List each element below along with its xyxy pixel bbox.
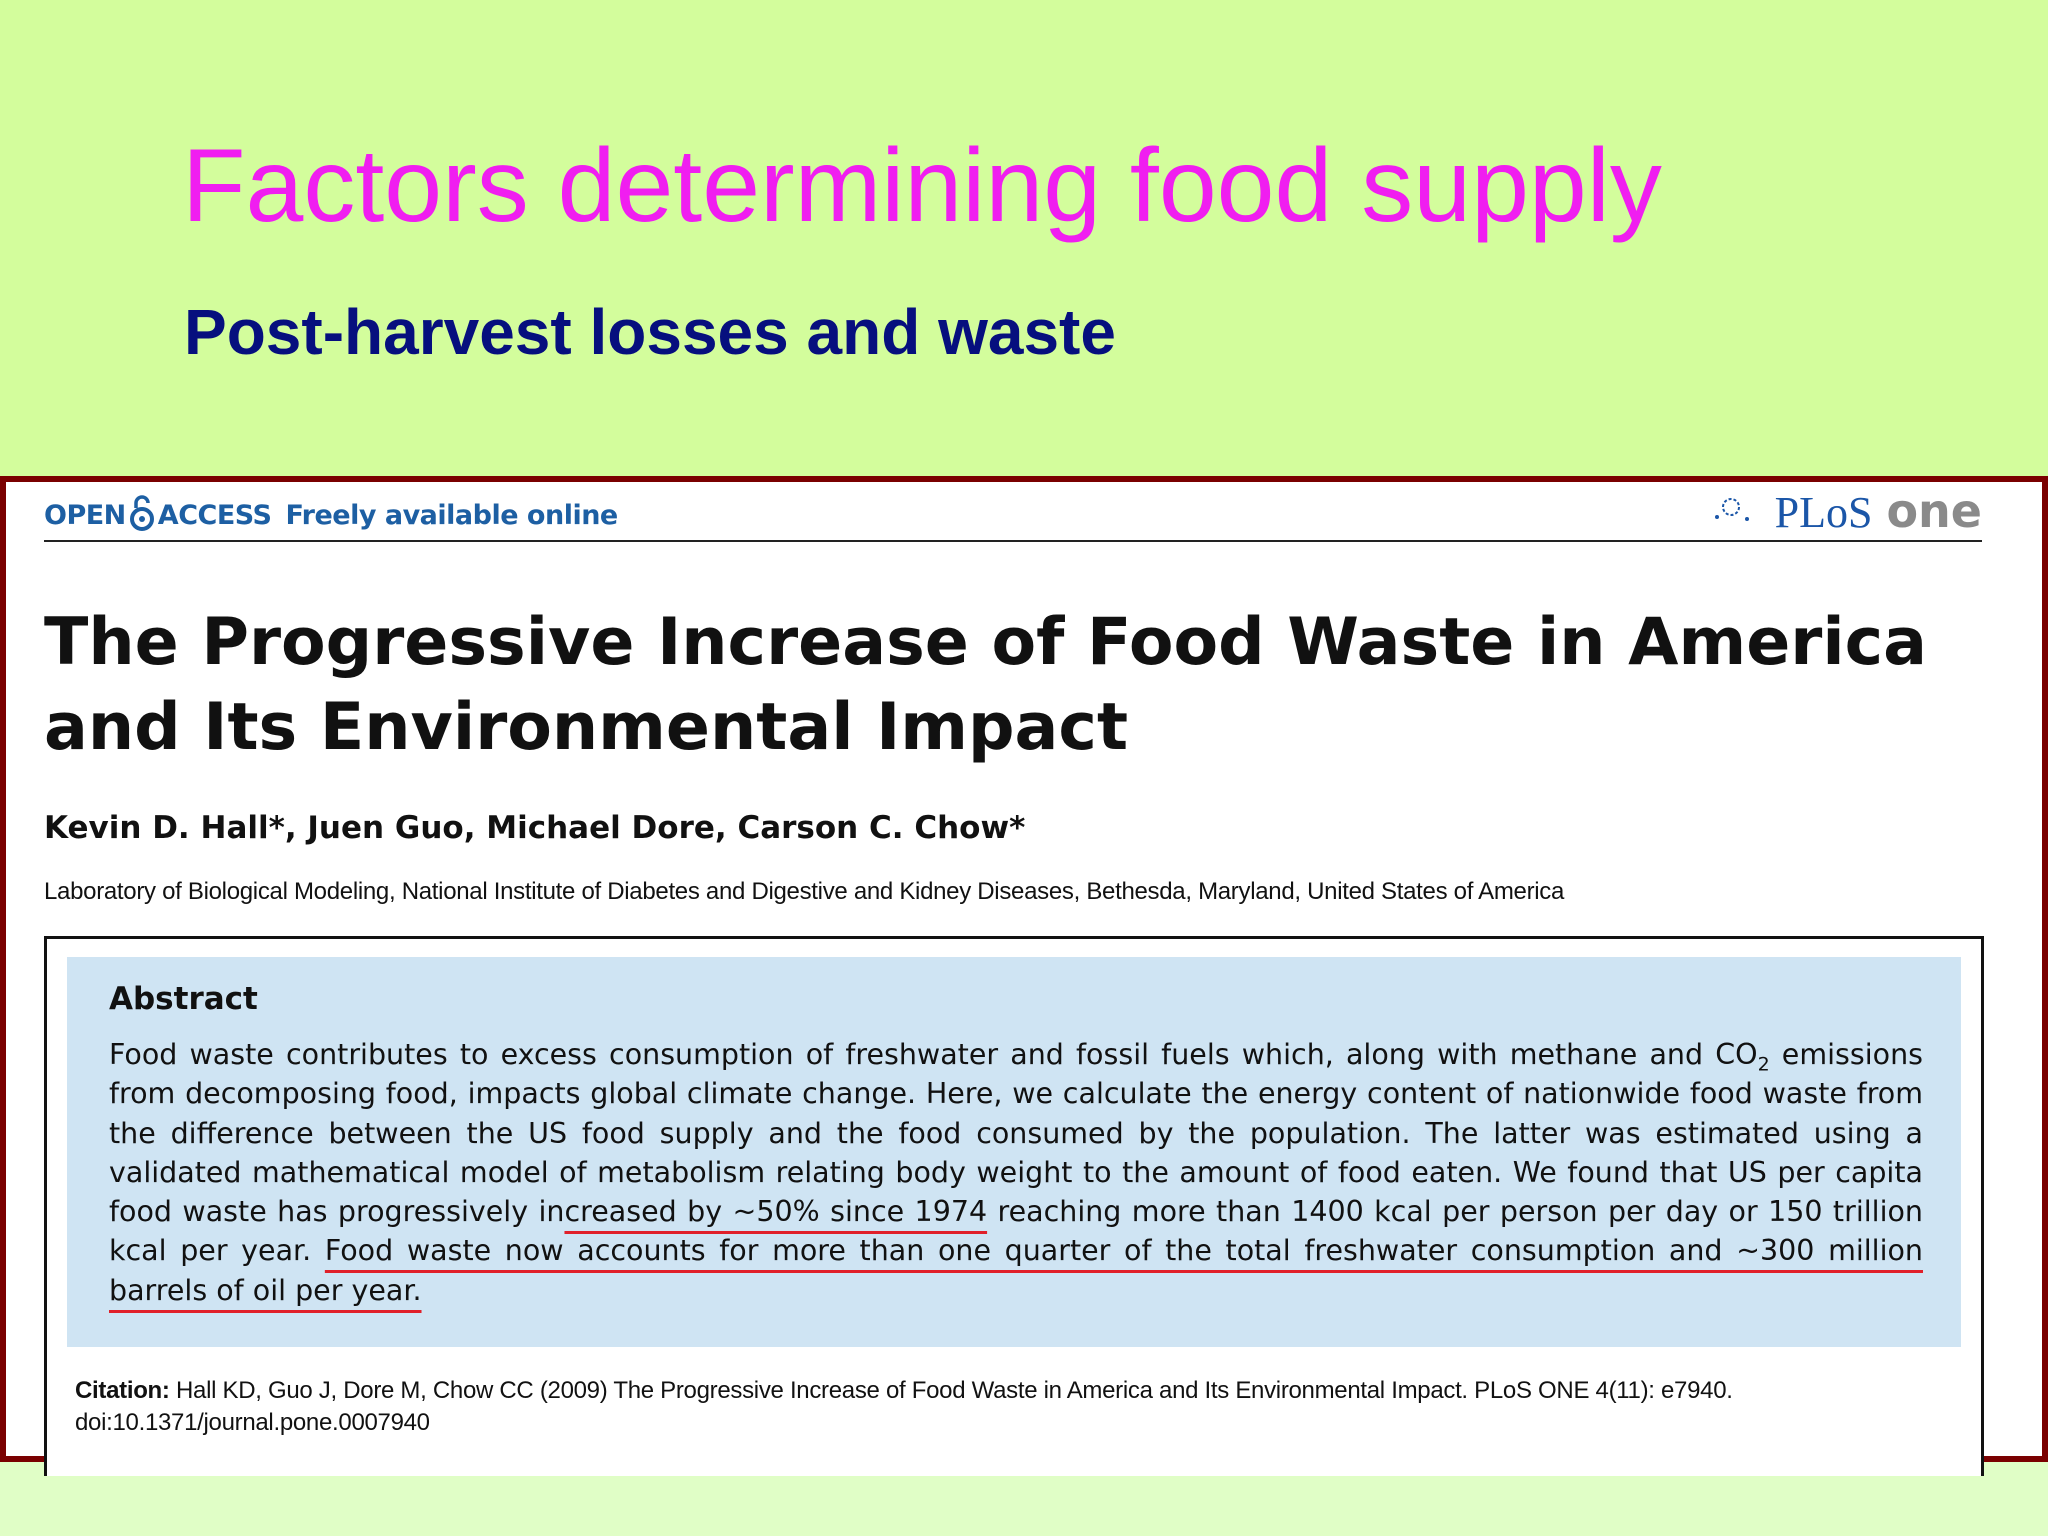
- plos-globe-icon: [1714, 498, 1749, 521]
- abstract-panel: Abstract Food waste contributes to exces…: [44, 936, 1984, 1476]
- citation-text: Hall KD, Guo J, Dore M, Chow CC (2009) T…: [75, 1377, 1733, 1436]
- paper-authors: Kevin D. Hall*, Juen Guo, Michael Dore, …: [44, 810, 1026, 846]
- paper-title: The Progressive Increase of Food Waste i…: [44, 605, 1928, 765]
- abstract-part-3: reaching more than 1400 kcal per person …: [109, 1195, 1923, 1268]
- abstract-subscript: 2: [1757, 1053, 1770, 1076]
- abstract-part-2: emissions from decomposing food, impacts…: [109, 1038, 1923, 1229]
- plos-wordmark: PLoS: [1774, 488, 1873, 537]
- open-lock-icon: [129, 495, 154, 531]
- citation: Citation: Hall KD, Guo J, Dore M, Chow C…: [75, 1375, 1935, 1439]
- abstract-highlight-freshwater-oil: Food waste now accounts for more than on…: [109, 1234, 1923, 1307]
- citation-label: Citation:: [75, 1377, 170, 1404]
- slide-title: Factors determining food supply: [182, 128, 1662, 244]
- paper-affiliation: Laboratory of Biological Modeling, Natio…: [44, 878, 1565, 905]
- plos-one-logo: PLoS one: [1711, 484, 1982, 538]
- open-access-badge: OPEN ACCESS Freely available online: [44, 495, 618, 532]
- open-label: OPEN: [44, 499, 126, 531]
- one-wordmark: one: [1886, 484, 1982, 538]
- abstract-part-1: Food waste contributes to excess consump…: [109, 1038, 1758, 1071]
- slide-subtitle: Post-harvest losses and waste: [184, 296, 1116, 368]
- paper-screenshot: OPEN ACCESS Freely available online PLoS…: [0, 476, 2048, 1476]
- freely-available-label: Freely available online: [285, 499, 618, 531]
- abstract-box: Abstract Food waste contributes to exces…: [67, 957, 1961, 1347]
- abstract-heading: Abstract: [109, 981, 258, 1017]
- abstract-highlight-increase: creased by ~50% since 1974: [564, 1195, 988, 1229]
- abstract-text: Food waste contributes to excess consump…: [109, 1035, 1923, 1310]
- access-label: ACCESS: [157, 499, 272, 531]
- paper-header: OPEN ACCESS Freely available online PLoS…: [44, 484, 1982, 542]
